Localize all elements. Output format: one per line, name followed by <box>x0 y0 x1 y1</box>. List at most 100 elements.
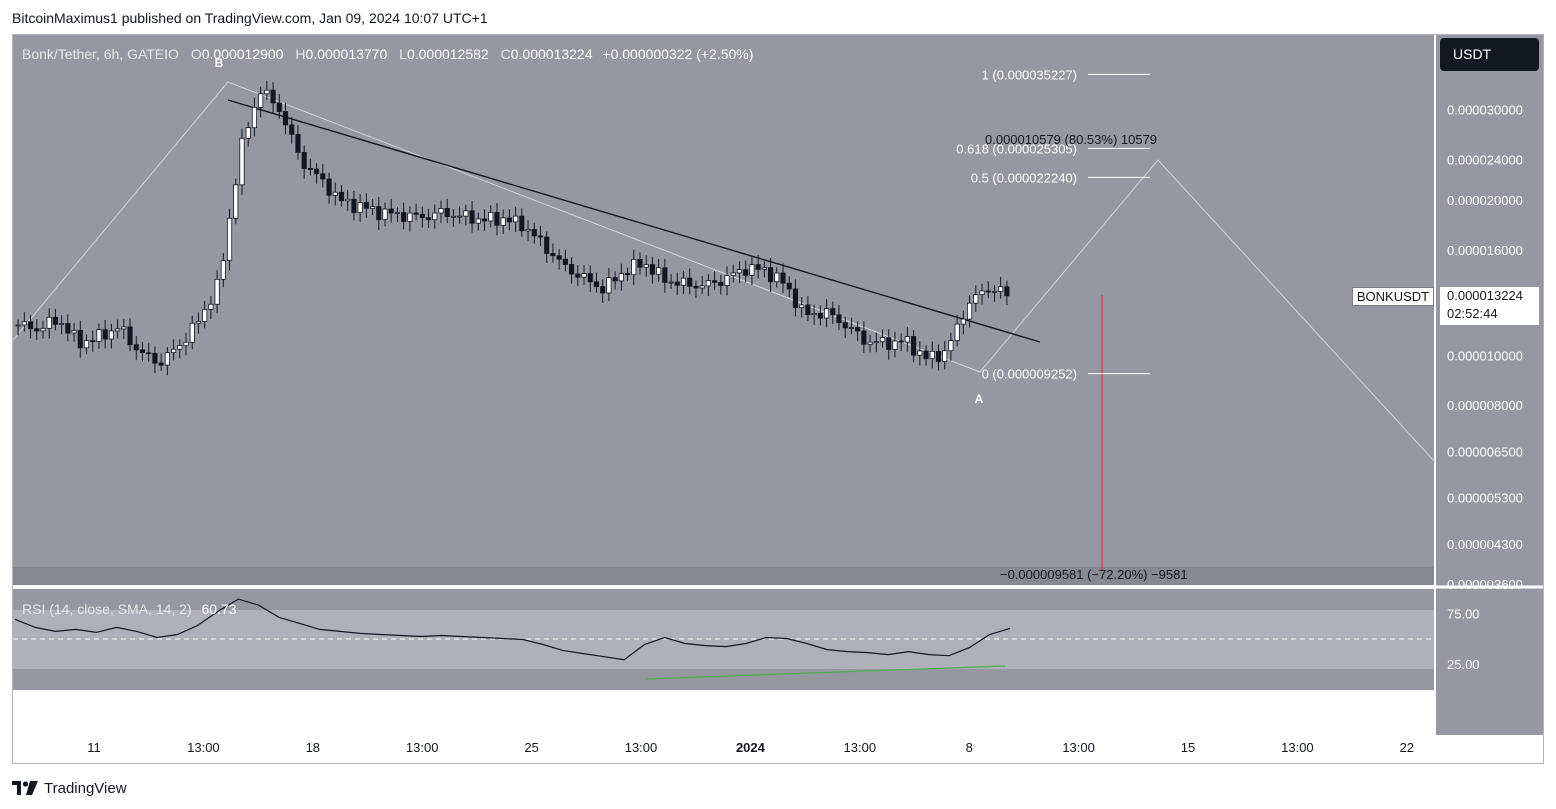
candle-body <box>457 215 463 218</box>
candle-body <box>475 218 481 224</box>
candle-body <box>450 215 456 218</box>
candle-body <box>52 316 58 325</box>
candle-body <box>264 89 270 95</box>
candle-body <box>942 350 948 362</box>
candle-body <box>985 290 991 293</box>
candle-body <box>301 151 307 169</box>
candle-body <box>855 327 861 332</box>
wave-projection-line <box>12 81 1436 463</box>
candle-body <box>59 323 65 325</box>
fib-level-label: 0.618 (0.000025305) <box>956 141 1077 156</box>
candle-body <box>618 273 624 282</box>
candle-body <box>643 264 649 268</box>
candle-body <box>761 267 767 270</box>
wave-label-b: B <box>215 56 224 70</box>
candle-body <box>332 191 338 196</box>
candle-body <box>233 184 239 219</box>
candle-body <box>208 303 214 310</box>
candle-body <box>102 329 108 340</box>
candle-body <box>991 291 998 293</box>
price-tick-label: 0.000004300 <box>1447 537 1523 552</box>
candle-body <box>799 304 805 309</box>
candle-body <box>519 215 525 232</box>
candle-body <box>1004 286 1010 297</box>
candle-body <box>351 198 357 214</box>
candle-body <box>494 212 500 226</box>
rsi-indicator <box>14 598 1011 680</box>
candle-body <box>65 323 71 334</box>
candle-body <box>376 206 382 220</box>
candle-body <box>314 168 320 175</box>
candle-body <box>879 337 886 343</box>
candle-body <box>320 173 326 180</box>
last-price: 0.000013224 <box>1447 288 1523 303</box>
price-tick-label: 0.000016000 <box>1447 243 1523 258</box>
price-axis[interactable] <box>1436 35 1543 735</box>
footer-branding[interactable]: TradingView <box>12 778 127 798</box>
time-tick-label: 15 <box>1181 740 1195 755</box>
ohlc-legend: Bonk/Tether, 6h, GATEIO O0.000012900 H0.… <box>22 46 753 62</box>
rsi-tick-label: 75.00 <box>1447 606 1480 621</box>
price-tick-label: 0.000005300 <box>1447 490 1523 505</box>
candle-body <box>562 258 568 265</box>
candle-body <box>569 264 575 275</box>
candle-body <box>177 345 183 350</box>
candle-body <box>27 321 34 330</box>
candle-body <box>923 350 929 360</box>
candle-body <box>345 198 351 202</box>
candle-body <box>71 329 77 334</box>
candle-body <box>202 308 208 322</box>
candle-body <box>432 212 438 221</box>
candle-body <box>830 308 836 316</box>
candle-body <box>158 362 164 366</box>
time-tick-label: 13:00 <box>1062 740 1095 755</box>
candle-body <box>935 350 942 362</box>
candle-body <box>407 212 413 222</box>
candle-body <box>171 348 177 353</box>
candle-body <box>550 253 556 257</box>
price-drawings: 1 (0.000035227) 0.618 (0.000025305) 0.5 (0… <box>12 56 1436 582</box>
candle-body <box>444 208 450 217</box>
candle-body <box>892 340 898 350</box>
candle-body <box>463 210 469 217</box>
candle-body <box>848 327 854 329</box>
candle-body <box>195 321 202 324</box>
candle-body <box>979 290 985 295</box>
candle-body <box>282 111 289 126</box>
candle-body <box>425 217 432 221</box>
candle-body <box>307 168 313 170</box>
candle-body <box>214 278 220 305</box>
currency-button[interactable]: USDT <box>1440 38 1539 71</box>
candle-body <box>705 280 711 287</box>
candle-body <box>326 178 332 196</box>
candle-body <box>152 352 158 364</box>
candle-body <box>370 206 376 209</box>
candle-body <box>600 286 606 294</box>
candle-body <box>898 340 904 343</box>
candle-body <box>823 308 830 319</box>
time-tick-label: 13:00 <box>406 740 439 755</box>
candle-body <box>718 281 724 286</box>
candle-body <box>133 344 139 351</box>
candle-body <box>500 217 506 226</box>
candle-body <box>438 208 444 214</box>
candle-body <box>867 341 873 345</box>
candle-body <box>743 269 749 276</box>
candle-body <box>780 272 786 284</box>
candle-body <box>183 341 189 347</box>
candle-body <box>245 127 251 139</box>
candle-body <box>556 255 562 260</box>
candle-body <box>401 212 407 222</box>
last-price-tag: 0.000013224 02:52:44 <box>1440 287 1539 325</box>
candle-body <box>749 264 755 276</box>
candle-body <box>276 102 282 112</box>
candle-body <box>656 267 662 275</box>
candle-body <box>77 329 83 349</box>
measure-down-label: −0.000009581 (−72.20%) −9581 <box>1000 567 1188 582</box>
candle-body <box>674 281 680 286</box>
time-tick-label: 18 <box>306 740 320 755</box>
time-axis[interactable] <box>13 735 1435 763</box>
candle-body <box>164 352 170 366</box>
candle-body <box>90 340 96 342</box>
